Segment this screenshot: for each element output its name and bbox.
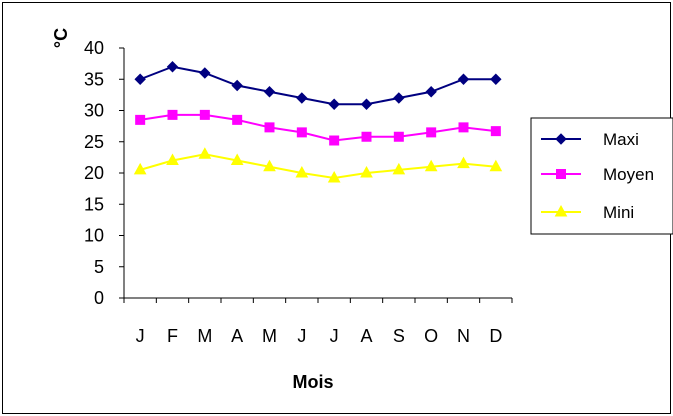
y-tick-label: 0 — [94, 288, 104, 308]
legend-label: Moyen — [603, 165, 654, 184]
series-moyen — [135, 109, 501, 146]
y-axis-title: °C — [51, 28, 71, 48]
point-marker — [263, 86, 276, 98]
point-marker — [393, 92, 405, 104]
point-marker — [490, 73, 502, 85]
point-marker — [296, 92, 308, 104]
point-marker — [556, 169, 566, 179]
series-line — [139, 65, 496, 106]
point-marker — [167, 109, 178, 120]
x-tick-label: S — [393, 326, 405, 346]
series-maxi — [134, 61, 502, 110]
y-tick-label: 15 — [84, 194, 104, 214]
point-marker — [457, 73, 470, 85]
x-tick-label: A — [360, 326, 372, 346]
point-marker — [295, 165, 309, 178]
point-marker — [166, 153, 179, 165]
point-marker — [328, 98, 340, 110]
y-tick-label: 30 — [84, 101, 104, 121]
x-tick-label: A — [231, 326, 243, 346]
x-tick-label: D — [489, 326, 502, 346]
point-marker — [490, 126, 501, 137]
series-layer — [133, 61, 503, 183]
x-tick-label: M — [197, 326, 212, 346]
point-marker — [329, 135, 340, 146]
x-tick-label: F — [167, 326, 178, 346]
point-marker — [199, 109, 210, 120]
point-marker — [425, 86, 437, 98]
x-tick-label: J — [330, 326, 339, 346]
point-marker — [457, 156, 470, 169]
point-marker — [263, 159, 276, 172]
y-tick-label: 35 — [84, 69, 104, 89]
point-marker — [327, 170, 341, 183]
y-tick-label: 25 — [84, 132, 104, 152]
point-marker — [166, 61, 179, 73]
point-marker — [134, 73, 146, 85]
y-tick-label: 20 — [84, 163, 104, 183]
legend-item-mini: Mini — [541, 203, 634, 222]
y-axis: 0 5 10 15 20 25 30 35 40 — [84, 38, 125, 308]
x-tick-label: N — [457, 326, 470, 346]
y-tick-label: 40 — [84, 38, 104, 58]
point-marker — [555, 133, 567, 145]
x-tick-label: M — [262, 326, 277, 346]
x-tick-label: J — [297, 326, 306, 346]
point-marker — [296, 127, 307, 138]
x-axis-title: Mois — [292, 372, 333, 392]
point-marker — [135, 114, 146, 125]
point-marker — [458, 122, 469, 133]
point-marker — [361, 131, 372, 142]
legend: Maxi Moyen Mini — [530, 117, 673, 235]
point-marker — [264, 122, 275, 133]
x-tick-label: O — [424, 326, 438, 346]
point-marker — [424, 159, 438, 172]
point-marker — [426, 127, 437, 138]
y-tick-label: 10 — [84, 226, 104, 246]
legend-box — [530, 117, 673, 235]
legend-label: Maxi — [603, 130, 639, 149]
point-marker — [393, 131, 404, 142]
point-marker — [231, 79, 243, 92]
legend-item-maxi: Maxi — [541, 130, 639, 149]
point-marker — [198, 147, 212, 159]
legend-item-moyen: Moyen — [541, 165, 654, 184]
point-marker — [392, 162, 406, 175]
point-marker — [360, 98, 373, 110]
point-marker — [489, 159, 503, 172]
series-line — [140, 113, 496, 142]
series-mini — [133, 147, 503, 183]
legend-label: Mini — [603, 203, 634, 222]
point-marker — [199, 67, 211, 79]
point-marker — [232, 114, 243, 125]
point-marker — [360, 165, 373, 178]
x-tick-label: J — [136, 326, 145, 346]
point-marker — [133, 162, 147, 175]
series-line — [139, 153, 496, 180]
y-tick-label: 5 — [94, 257, 104, 277]
point-marker — [554, 204, 568, 217]
point-marker — [230, 153, 244, 165]
